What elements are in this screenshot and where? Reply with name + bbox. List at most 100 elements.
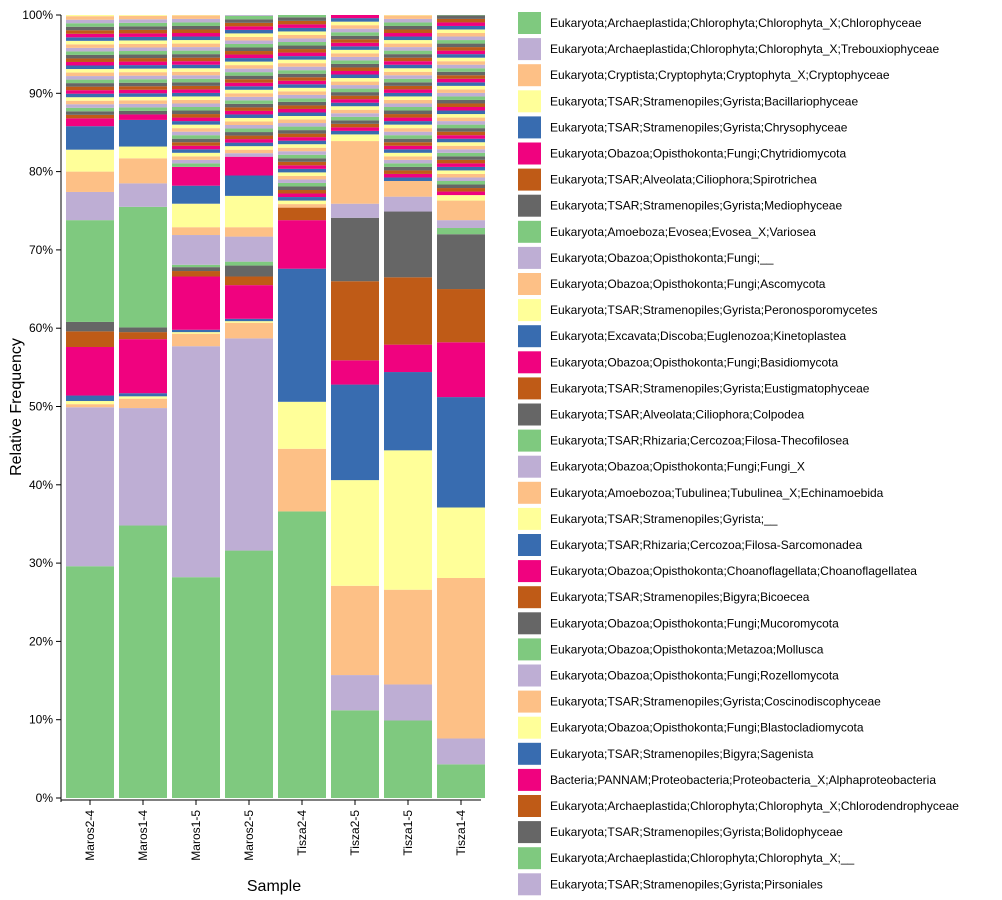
bar-segment bbox=[384, 57, 432, 62]
bar-segment bbox=[437, 166, 485, 171]
bar-segment bbox=[66, 107, 114, 112]
legend-swatch bbox=[518, 351, 541, 374]
bar-segment bbox=[172, 152, 220, 157]
legend-item: Eukaryota;TSAR;Stramenopiles;Gyrista;Pir… bbox=[518, 873, 823, 896]
bar-segment bbox=[119, 96, 167, 101]
bar-segment bbox=[66, 79, 114, 84]
bar-segment bbox=[225, 19, 273, 23]
bar-segment bbox=[331, 35, 379, 40]
legend-swatch bbox=[518, 847, 541, 870]
bar-segment bbox=[331, 60, 379, 64]
bar-segment bbox=[278, 140, 326, 145]
bar-segment bbox=[278, 511, 326, 798]
x-tick-label: Tisza1-5 bbox=[401, 810, 415, 856]
bar-segment bbox=[119, 79, 167, 83]
legend-label: Eukaryota;TSAR;Stramenopiles;Gyrista;Per… bbox=[550, 303, 877, 317]
bar-segment bbox=[384, 142, 432, 146]
bar-segment bbox=[384, 92, 432, 97]
bar-segment bbox=[119, 43, 167, 48]
bar-segment bbox=[278, 200, 326, 205]
legend-item: Bacteria;PANNAM;Proteobacteria;Proteobac… bbox=[518, 768, 936, 791]
bar-segment bbox=[66, 30, 114, 34]
y-tick-label: 100% bbox=[22, 8, 53, 22]
bar-segment bbox=[119, 51, 167, 55]
y-tick-label: 50% bbox=[29, 400, 53, 414]
bar-segment bbox=[278, 20, 326, 25]
bar-segment bbox=[66, 93, 114, 98]
legend-item: Eukaryota;Obazoa;Opisthokonta;Fungi;Chyt… bbox=[518, 142, 846, 165]
bar-segment bbox=[119, 408, 167, 526]
bar-segment bbox=[278, 165, 326, 169]
bar-segment bbox=[384, 163, 432, 167]
legend-item: Eukaryota;Obazoa;Opisthokonta;Fungi;Roze… bbox=[518, 664, 839, 687]
bar-segment bbox=[172, 57, 220, 62]
bar-segment bbox=[437, 18, 485, 23]
bar-segment bbox=[331, 137, 379, 142]
bar-segment bbox=[437, 507, 485, 578]
bar-segment bbox=[331, 99, 379, 103]
legend-label: Eukaryota;Obazoa;Opisthokonta;Metazoa;Mo… bbox=[550, 642, 824, 656]
bar-segment bbox=[437, 149, 485, 153]
legend-swatch bbox=[518, 403, 541, 426]
bar-segment bbox=[437, 68, 485, 72]
bar-segment bbox=[172, 68, 220, 72]
bar-segment bbox=[172, 159, 220, 164]
bar-segment bbox=[119, 107, 167, 111]
legend-item: Eukaryota;TSAR;Stramenopiles;Bigyra;Sage… bbox=[518, 742, 814, 765]
legend-label: Eukaryota;Obazoa;Opisthokonta;Fungi;Basi… bbox=[550, 355, 838, 369]
y-tick-label: 90% bbox=[29, 86, 53, 100]
bar-segment bbox=[225, 36, 273, 41]
bar-group-Maros2-5 bbox=[225, 15, 273, 798]
bar-segment bbox=[225, 93, 273, 97]
bar-segment bbox=[66, 51, 114, 55]
bar-segment bbox=[278, 101, 326, 106]
bar-segment bbox=[437, 103, 485, 107]
bar-segment bbox=[225, 15, 273, 16]
bar-segment bbox=[437, 135, 485, 139]
bar-segment bbox=[172, 33, 220, 37]
legend-swatch bbox=[518, 38, 541, 61]
bar-segment bbox=[437, 22, 485, 26]
bar-segment bbox=[66, 111, 114, 115]
bar-segment bbox=[66, 90, 114, 94]
bar-segment bbox=[225, 117, 273, 122]
bar-segment bbox=[119, 68, 167, 73]
bar-segment bbox=[384, 68, 432, 72]
legend: Eukaryota;Archaeplastida;Chlorophyta;Chl… bbox=[518, 12, 959, 896]
bar-segment bbox=[172, 82, 220, 86]
bar-segment bbox=[172, 47, 220, 51]
bar-segment bbox=[172, 22, 220, 26]
bar-segment bbox=[119, 86, 167, 90]
bar-segment bbox=[172, 50, 220, 55]
bar-segment bbox=[66, 54, 114, 59]
legend-swatch bbox=[518, 116, 541, 139]
legend-item: Eukaryota;Obazoa;Opisthokonta;Fungi;Muco… bbox=[518, 612, 839, 635]
bar-segment bbox=[119, 75, 167, 80]
bar-segment bbox=[225, 33, 273, 37]
legend-item: Eukaryota;Obazoa;Opisthokonta;Fungi;Fung… bbox=[518, 455, 805, 478]
x-tick-label: Maros2-5 bbox=[242, 810, 256, 861]
bar-segment bbox=[278, 42, 326, 46]
legend-item: Eukaryota;TSAR;Stramenopiles;Gyrista;Eus… bbox=[518, 377, 870, 400]
bar-segment bbox=[278, 116, 326, 120]
bar-segment bbox=[225, 114, 273, 118]
bar-segment bbox=[172, 78, 220, 83]
legend-label: Eukaryota;TSAR;Stramenopiles;Gyrista;Bol… bbox=[550, 825, 843, 839]
bar-segment bbox=[66, 15, 114, 17]
legend-label: Eukaryota;Archaeplastida;Chlorophyta;Chl… bbox=[550, 799, 959, 813]
bar-segment bbox=[225, 265, 273, 277]
bar-segment bbox=[172, 36, 220, 41]
bar-segment bbox=[172, 156, 220, 160]
bar-segment bbox=[278, 112, 326, 116]
bar-segment bbox=[331, 710, 379, 798]
legend-item: Eukaryota;TSAR;Stramenopiles;Gyrista;Bac… bbox=[518, 90, 858, 113]
bar-segment bbox=[172, 61, 220, 65]
legend-item: Eukaryota;TSAR;Rhizaria;Cercozoa;Filosa-… bbox=[518, 429, 849, 452]
bar-segment bbox=[384, 18, 432, 23]
bar-segment bbox=[331, 21, 379, 26]
bar-segment bbox=[384, 40, 432, 44]
bar-segment bbox=[437, 110, 485, 115]
bar-segment bbox=[119, 89, 167, 94]
bar-segment bbox=[225, 40, 273, 44]
bar-segment bbox=[225, 261, 273, 266]
